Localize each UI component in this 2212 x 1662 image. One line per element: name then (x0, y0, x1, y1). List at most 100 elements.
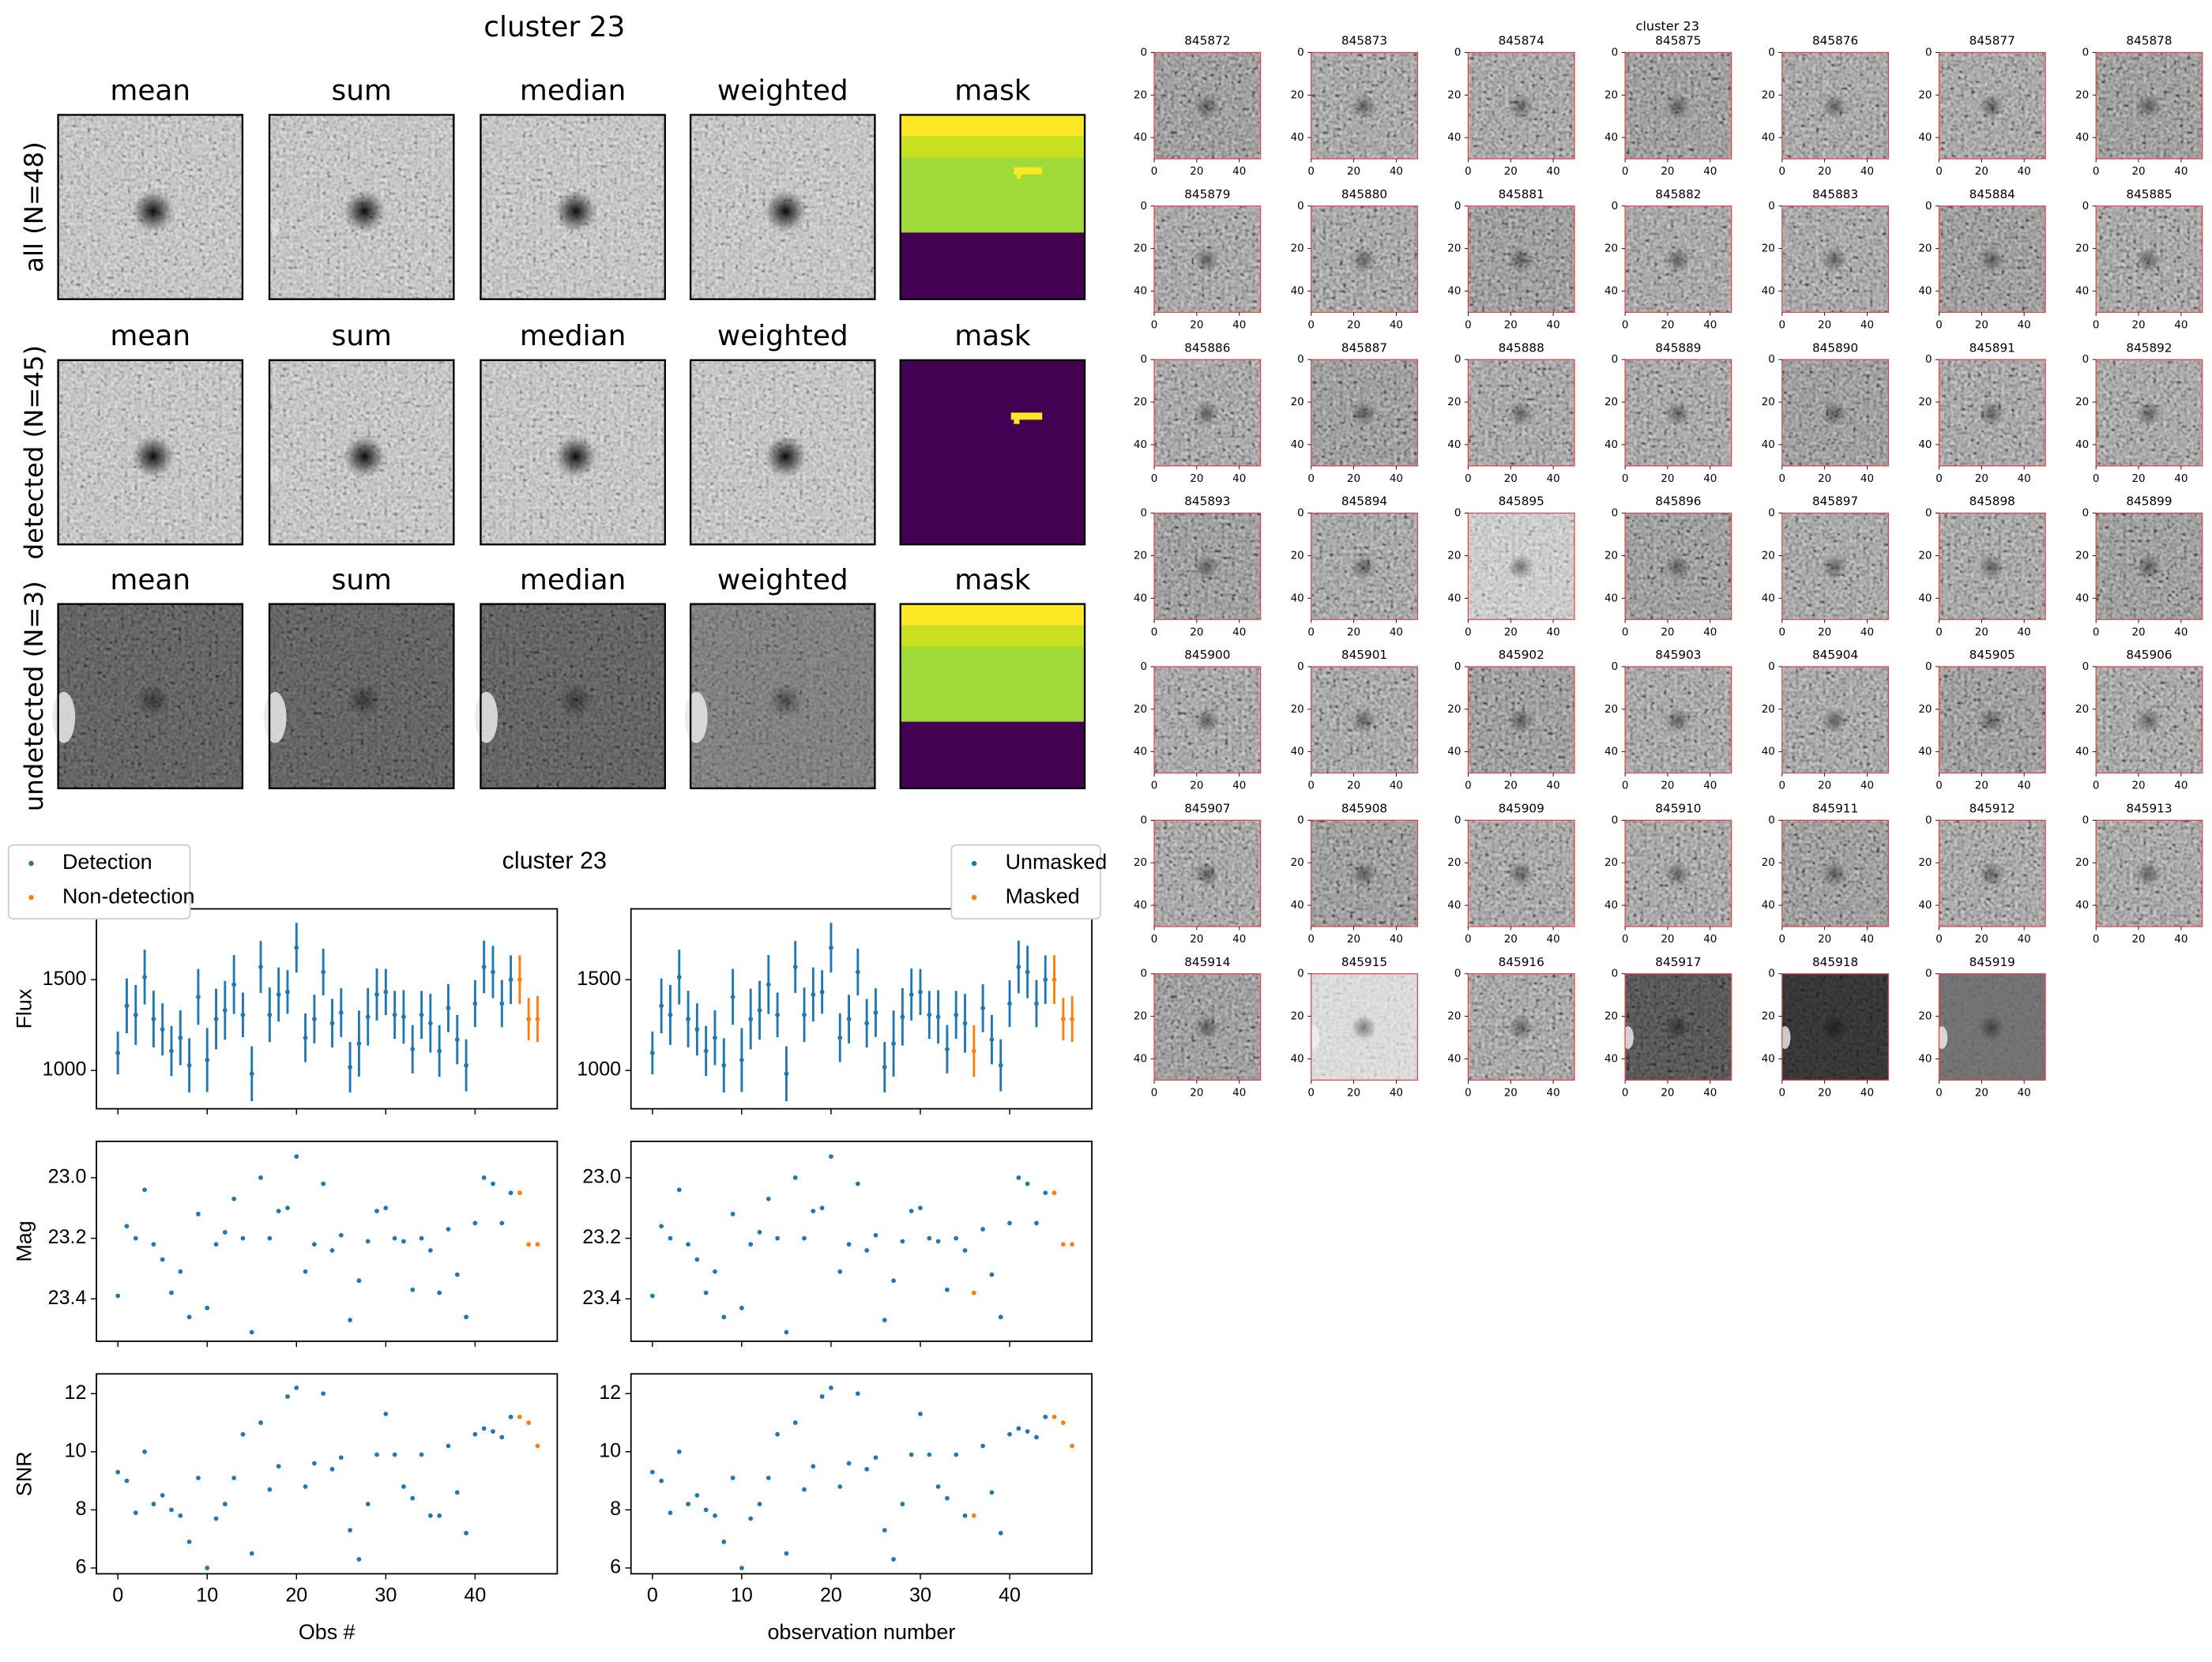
point (499, 1001, 505, 1006)
point (160, 1493, 165, 1498)
stamp-image (900, 359, 1085, 545)
thumb-tick-label: 40 (1390, 473, 1403, 485)
chart: 6 8 10 12 0 10 20 30 40 SNR Obs # (12, 1373, 559, 1644)
point (491, 1181, 495, 1186)
thumb-tick-label: 0 (1140, 661, 1147, 673)
thumb-tick-label: 40 (1918, 746, 1932, 758)
thumb-source (1665, 93, 1691, 119)
thumb-tick-label: 40 (1547, 626, 1560, 638)
thumb-tick-label: 0 (1307, 320, 1315, 332)
point (267, 1012, 273, 1017)
point (285, 989, 290, 995)
column-title: mask (954, 75, 1031, 107)
point (392, 1012, 397, 1017)
thumb-title: 845881 (1499, 187, 1544, 201)
point (427, 1248, 433, 1253)
point (766, 982, 771, 987)
mask-band (900, 604, 1085, 626)
point (811, 1464, 816, 1469)
point (676, 975, 682, 980)
thumb-tick-label: 40 (1232, 934, 1246, 946)
thumb-frame (1153, 512, 1262, 620)
point (213, 1516, 219, 1521)
thumb-frame (1153, 205, 1262, 314)
thumbnail (1154, 513, 1261, 620)
thumb-tick-label: 0 (2093, 473, 2100, 485)
point (873, 1010, 878, 1015)
point (971, 1048, 976, 1054)
thumb-tick-label: 20 (2075, 89, 2089, 101)
point (1061, 1242, 1066, 1247)
thumb-source (1350, 554, 1377, 580)
thumb-tick-label: 0 (1936, 780, 1943, 792)
stamp-frame (268, 359, 455, 546)
point (864, 1021, 870, 1026)
point (499, 1220, 505, 1226)
thumb-frame (1467, 819, 1575, 927)
thumb-source (2135, 708, 2161, 734)
point (927, 1012, 932, 1017)
point (178, 1269, 183, 1274)
y-tick-label: 10 (599, 1439, 621, 1461)
thumb-title: 845874 (1499, 34, 1544, 48)
point (739, 1566, 744, 1570)
thumb-title: 845889 (1655, 340, 1701, 355)
point (410, 1495, 416, 1501)
point (294, 1386, 299, 1390)
thumb-title: 845908 (1341, 802, 1387, 816)
thumb-tick-label: 0 (1454, 814, 1462, 826)
point (703, 1507, 709, 1513)
thumb-tick-label: 40 (2018, 166, 2031, 178)
point (1034, 1435, 1039, 1440)
x-tick-label: 10 (196, 1585, 218, 1607)
thumbnail (1936, 973, 2046, 1081)
thumb-tick-label: 0 (1454, 968, 1462, 980)
thumb-source (1665, 861, 1691, 887)
point (1061, 1017, 1066, 1021)
point (1061, 1420, 1066, 1425)
thumb-tick-label: 20 (1291, 397, 1304, 408)
stamp-source (554, 190, 597, 233)
point (775, 1012, 780, 1017)
thumb-title: 845879 (1184, 187, 1230, 201)
thumb-tick-label: 20 (1291, 704, 1304, 716)
thumb-tick-label: 40 (1232, 166, 1246, 178)
thumb-tick-label: 0 (1622, 166, 1629, 178)
point (276, 1464, 281, 1469)
thumb-tick-label: 20 (1190, 780, 1203, 792)
thumbnail (2096, 513, 2203, 620)
thumb-title: 845914 (1184, 955, 1230, 969)
thumb-tick-label: 20 (1604, 243, 1618, 255)
point (962, 1248, 968, 1253)
thumb-tick-label: 40 (2075, 439, 2089, 451)
thumb-tick-label: 20 (1134, 397, 1147, 408)
y-tick-label: 8 (610, 1498, 621, 1520)
thumb-title: 845892 (2126, 340, 2172, 355)
thumb-tick-label: 0 (1936, 166, 1943, 178)
thumb-frame (1624, 819, 1732, 927)
thumb-tick-label: 40 (1390, 320, 1403, 332)
point (365, 1502, 371, 1506)
thumb-tick-label: 40 (1291, 900, 1304, 912)
point (222, 1230, 228, 1235)
point (864, 1467, 870, 1472)
point (703, 1290, 709, 1295)
point (338, 1232, 344, 1238)
stamp-image (52, 604, 243, 788)
point (392, 1452, 397, 1457)
thumb-title: 845905 (1969, 648, 2015, 662)
point (240, 1235, 246, 1241)
point (294, 1154, 299, 1159)
thumbnail (1468, 973, 1575, 1081)
thumb-frame (1624, 973, 1732, 1081)
point (213, 1017, 219, 1021)
thumb-tick-label: 20 (1975, 1088, 1988, 1100)
thumb-source (1194, 861, 1220, 887)
thumb-tick-label: 40 (2075, 900, 2089, 912)
point (401, 1014, 406, 1020)
thumb-frame (1153, 359, 1262, 467)
thumb-tick-label: 0 (2082, 201, 2090, 212)
thumbnail (1781, 513, 1889, 620)
point (900, 1239, 905, 1244)
